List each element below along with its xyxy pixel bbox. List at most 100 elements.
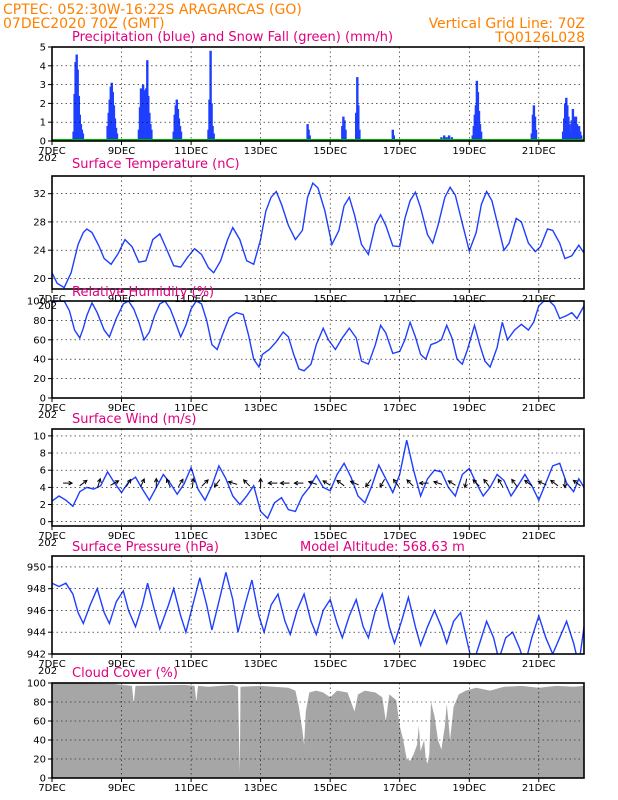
year-stub: 202 [38, 410, 57, 421]
panel-title: Surface Temperature (nC) [72, 157, 240, 172]
wind-vector [201, 479, 209, 487]
wind-vector [572, 479, 581, 487]
wind-vector [279, 480, 290, 486]
y-tick-label: 8 [40, 449, 46, 460]
x-tick-label: 17DEC [383, 783, 417, 794]
x-tick-label: 7DEC [38, 146, 65, 157]
wind-vector [322, 480, 331, 486]
year-stub: 202 [38, 538, 57, 549]
x-tick-label: 19DEC [452, 783, 486, 794]
precip-bar [81, 133, 85, 141]
header-grid-line: Vertical Grid Line: 70Z [429, 16, 585, 32]
x-tick-label: 19DEC [452, 403, 486, 414]
x-tick-label: 7DEC [38, 531, 65, 542]
precip-bar [358, 129, 361, 141]
x-tick-label: 11DEC [174, 659, 208, 670]
wind-vector [227, 480, 238, 485]
x-tick-label: 17DEC [383, 659, 417, 670]
x-tick-label: 11DEC [174, 531, 208, 542]
x-tick-label: 15DEC [313, 146, 347, 157]
y-tick-label: 28 [33, 217, 46, 228]
wind-vector [392, 478, 400, 488]
y-tick-label: 100 [27, 679, 46, 690]
precip-bar [447, 135, 451, 141]
plot-frame [51, 428, 585, 527]
header-location: CPTEC: 052:30W-16:22S ARAGARCAS (GO) [3, 2, 302, 18]
y-tick-label: 20 [33, 274, 46, 285]
wind-vector [307, 480, 317, 486]
precip-bar [391, 129, 394, 141]
x-tick-label: 7DEC [38, 403, 65, 414]
precip-bar [392, 135, 395, 141]
precip-bar [357, 105, 360, 141]
wind-vector [537, 480, 547, 486]
y-tick-label: 4 [40, 483, 46, 494]
x-tick-label: 21DEC [522, 403, 556, 414]
y-tick-label: 40 [33, 736, 46, 747]
y-tick-label: 2 [40, 99, 46, 110]
precip-bar [580, 135, 583, 141]
precip-bar [212, 133, 215, 141]
x-tick-label: 9DEC [108, 783, 135, 794]
x-tick-label: 7DEC [38, 659, 65, 670]
x-tick-label: 21DEC [522, 146, 556, 157]
plot-frame [51, 555, 585, 655]
y-tick-label: 2 [40, 500, 46, 511]
precip-bar [179, 131, 183, 141]
x-tick-label: 9DEC [108, 403, 135, 414]
wind-vector [365, 479, 372, 488]
x-tick-label: 11DEC [174, 146, 208, 157]
header-model-id: TQ0126L028 [494, 30, 585, 46]
panel-5: 942 944 946 948 950 7DEC 9DEC 11DEC 13DEC 15DEC 17… [27, 540, 585, 677]
y-tick-label: 950 [27, 562, 46, 573]
wind-vector [432, 480, 443, 486]
panel-1: 0 1 2 3 4 5 7DEC 9DEC 11DEC 13DEC 15DEC 17DEC 19DEC 2… [38, 30, 585, 164]
plot-frame [51, 175, 585, 290]
wind-vector [177, 478, 184, 488]
wind-vector [267, 480, 278, 486]
y-tick-label: 60 [33, 717, 46, 728]
wind-vector [497, 478, 504, 488]
x-tick-label: 21DEC [522, 659, 556, 670]
panel-title: Relative Humidity (%) [72, 285, 214, 300]
x-tick-label: 11DEC [174, 294, 208, 305]
y-tick-label: 24 [33, 246, 46, 257]
x-tick-label: 13DEC [244, 659, 278, 670]
panel-title: Cloud Cover (%) [72, 666, 178, 681]
precip-bar [344, 129, 347, 141]
plot-frame [51, 682, 585, 779]
x-tick-label: 9DEC [108, 531, 135, 542]
x-tick-label: 9DEC [108, 146, 135, 157]
y-tick-label: 944 [27, 628, 46, 639]
y-tick-label: 946 [27, 606, 46, 617]
precip-bar [534, 129, 538, 141]
wind-vector [562, 478, 568, 489]
y-tick-label: 60 [33, 335, 46, 346]
wind-vector [140, 478, 145, 488]
wind-vector [213, 479, 221, 488]
precip-bar [569, 131, 572, 141]
wind-vector [63, 480, 74, 486]
x-tick-label: 9DEC [108, 659, 135, 670]
precip-bar [150, 129, 153, 141]
x-tick-label: 9DEC [108, 294, 135, 305]
x-tick-label: 11DEC [174, 403, 208, 414]
precip-bar [533, 116, 537, 141]
y-tick-label: 5 [40, 43, 46, 54]
x-tick-label: 15DEC [313, 403, 347, 414]
wind-vector [483, 478, 490, 488]
x-tick-label: 13DEC [244, 531, 278, 542]
wind-vector [190, 477, 196, 488]
x-tick-label: 21DEC [522, 294, 556, 305]
y-tick-label: 1 [40, 118, 46, 129]
y-tick-label: 10 [33, 431, 46, 442]
y-tick-label: 40 [33, 355, 46, 366]
wind-vector [447, 480, 456, 486]
x-tick-label: 13DEC [244, 403, 278, 414]
header-date: 07DEC2020 70Z (GMT) [3, 16, 165, 32]
precip-bar [479, 131, 483, 141]
x-tick-label: 21DEC [522, 783, 556, 794]
panel-subtitle: Model Altitude: 568.63 m [300, 540, 465, 555]
